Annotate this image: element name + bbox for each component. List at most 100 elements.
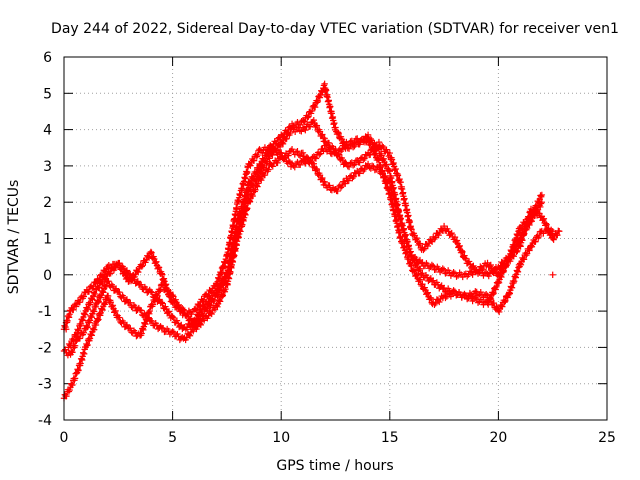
data-point-trace-c [84,341,91,349]
data-point-trace-a [158,299,165,306]
data-point-trace-b [504,294,511,301]
data-point-trace-a [138,281,145,288]
y-tick-label: -1 [38,304,52,320]
data-point-trace-c [90,326,98,333]
data-point-trace-c [423,290,431,297]
data-point-trace-a [383,161,390,168]
y-tick-label: 0 [43,268,52,284]
data-point-trace-c [291,163,298,171]
data-point-trace-c [112,307,119,315]
data-point-trace-c [436,298,443,306]
data-point-trace-d [383,146,390,153]
data-point-trace-b [313,166,321,173]
data-point-trace-d [416,240,424,247]
data-point-trace-c [490,289,497,297]
data-point-trace-c [367,141,374,148]
data-point-trace-c [487,295,495,303]
y-tick-label: -3 [38,377,52,393]
data-point-trace-c [474,299,482,306]
data-point-trace-b [319,174,326,182]
data-point-trace-d [180,306,187,313]
data-point-trace-d [542,220,550,227]
data-point-trace-a [380,155,387,162]
data-point-trace-d [503,262,510,269]
data-point-trace-c [92,321,100,329]
data-point-trace-b [222,285,229,293]
data-point-trace-d [459,248,466,256]
data-point-trace-a [313,99,321,106]
data-point-trace-d [219,281,227,288]
data-point-trace-d [155,264,163,271]
data-point-trace-b [528,243,536,250]
data-point-trace-d [250,182,257,189]
data-point-trace-c [88,332,95,339]
data-point-trace-d [183,310,191,318]
data-point-trace-c [351,139,358,146]
data-point-trace-a [80,293,87,300]
data-point-trace-b [208,310,215,318]
data-point-trace-d [513,248,520,256]
data-point-trace-c [200,297,207,304]
data-point-trace-b [526,247,533,254]
data-point-trace-b [269,163,276,170]
data-point-trace-c [345,141,353,149]
data-point-trace-d [153,258,160,265]
data-point-trace-d [306,123,314,130]
data-point-trace-d [170,299,178,307]
data-point-trace-b [501,298,508,306]
data-point-trace-b [517,261,525,268]
data-point-trace-c [151,298,159,305]
data-point-trace-b [288,146,296,153]
data-point-trace-a [85,288,93,295]
data-point-trace-c [247,162,254,169]
data-point-trace-d [279,140,287,148]
data-point-trace-c [493,283,500,291]
data-point-trace-b [116,288,123,296]
data-point-isolated [549,271,556,278]
data-point-trace-c [424,289,432,296]
data-point-trace-c [154,292,161,300]
data-point-trace-b [92,303,100,311]
data-point-trace-d [266,155,273,162]
data-point-trace-d [458,247,465,255]
data-point-trace-d [92,290,99,298]
data-point-trace-d [380,143,387,151]
data-point-trace-b [169,328,176,335]
data-point-trace-d [456,242,463,250]
data-point-trace-b [349,174,356,182]
data-point-trace-b [148,317,156,325]
data-point-trace-d [554,231,561,239]
data-point-trace-b [137,307,145,314]
data-point-trace-d [310,116,317,124]
data-point-trace-b [214,303,221,311]
data-point-trace-d [462,255,470,263]
data-point-trace-d [276,143,284,151]
data-point-trace-c [71,375,79,382]
data-point-trace-b [413,260,421,267]
data-point-trace-c [109,302,117,309]
data-point-trace-d [138,263,146,270]
data-point-trace-b [408,251,415,259]
data-point-trace-b [100,289,107,296]
y-tick-label: 6 [43,50,52,66]
data-point-trace-d [269,151,276,159]
data-point-trace-a [304,114,311,121]
data-point-trace-a [335,129,342,137]
data-point-trace-d [335,151,343,158]
data-point-trace-b [120,294,127,301]
data-point-trace-d [67,342,74,349]
data-point-trace-c [447,293,455,300]
data-point-trace-d [556,228,563,235]
data-point-trace-a [334,129,342,136]
data-point-trace-a [72,303,80,310]
data-point-trace-d [234,231,241,239]
data-point-trace-b [430,277,437,284]
data-point-trace-c [196,302,203,310]
data-point-trace-c [123,321,131,329]
data-point-trace-b [109,283,117,290]
data-point-trace-b [350,173,357,180]
data-point-trace-c [338,146,346,153]
data-point-trace-a [169,313,176,321]
data-point-trace-b [252,186,259,194]
